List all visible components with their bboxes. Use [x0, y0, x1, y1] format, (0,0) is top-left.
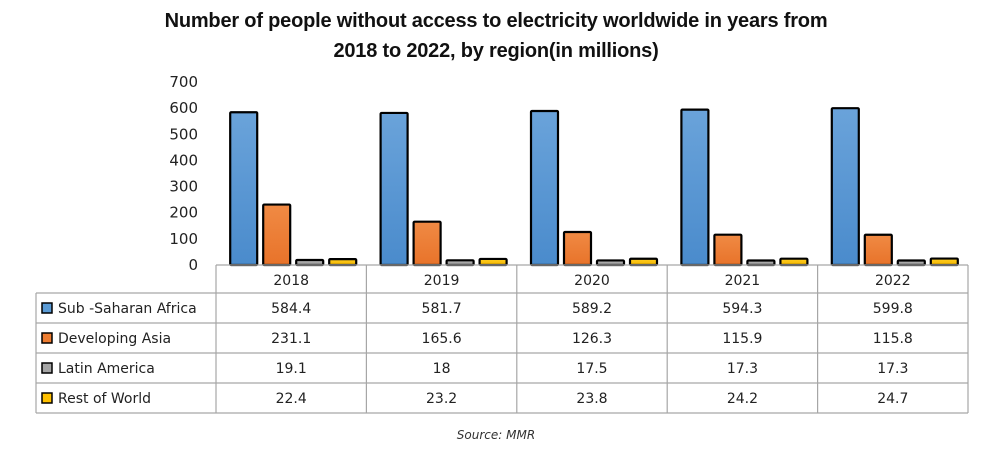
- data-label: 126.3: [572, 331, 612, 347]
- legend-swatch: [41, 302, 53, 314]
- data-label: 24.2: [727, 391, 758, 407]
- chart-title-line-2: 2018 to 2022, by region(in millions): [333, 40, 659, 62]
- category-label: 2022: [875, 273, 911, 289]
- category-label: 2020: [574, 273, 610, 289]
- data-label: 22.4: [276, 391, 307, 407]
- bar-rest-of-world-2018: [328, 258, 358, 267]
- y-tick-label: 0: [188, 256, 198, 274]
- category-label: 2021: [725, 273, 761, 289]
- legend-label: Latin America: [58, 361, 155, 377]
- bar-sub-saharan-africa-2022: [830, 107, 860, 267]
- bar-sub-saharan-africa-2018: [229, 111, 259, 267]
- bar-latin-america-2021: [746, 259, 776, 267]
- data-label: 17.3: [877, 361, 908, 377]
- data-label: 115.9: [722, 331, 762, 347]
- y-tick-label: 100: [169, 230, 198, 248]
- data-label: 589.2: [572, 301, 612, 317]
- y-tick-label: 500: [169, 125, 198, 143]
- legend-swatch: [41, 362, 53, 374]
- y-tick-label: 400: [169, 151, 198, 169]
- data-label: 23.8: [576, 391, 607, 407]
- bar-latin-america-2019: [445, 259, 475, 267]
- bar-sub-saharan-africa-2021: [680, 108, 710, 267]
- legend-swatch: [41, 332, 53, 344]
- bar-developing-asia-2019: [412, 220, 442, 267]
- data-label: 18: [433, 361, 451, 377]
- legend-label: Sub -Saharan Africa: [58, 301, 197, 317]
- category-label: 2019: [424, 273, 460, 289]
- bar-rest-of-world-2022: [929, 257, 959, 267]
- source-note: Source: MMR: [456, 428, 536, 442]
- data-label: 594.3: [722, 301, 762, 317]
- data-table: 2018 2019 2020 2021 2022 Sub -Saharan Africa 5…: [35, 264, 969, 414]
- data-label: 231.1: [271, 331, 311, 347]
- legend-swatch: [41, 392, 53, 404]
- bar-sub-saharan-africa-2020: [529, 109, 560, 267]
- bar-sub-saharan-africa-2019: [379, 111, 409, 267]
- bar-latin-america-2020: [595, 259, 626, 267]
- bar-developing-asia-2020: [562, 230, 593, 267]
- data-label: 165.6: [422, 331, 462, 347]
- data-label: 24.7: [877, 391, 908, 407]
- data-label: 17.5: [576, 361, 607, 377]
- data-label: 581.7: [422, 301, 462, 317]
- bar-developing-asia-2018: [262, 203, 292, 267]
- data-label: 17.3: [727, 361, 758, 377]
- legend-label: Rest of World: [58, 391, 151, 407]
- bar-latin-america-2022: [896, 259, 926, 267]
- y-tick-label: 700: [169, 73, 198, 91]
- chart-title: Number of people without access to elect…: [0, 6, 992, 66]
- data-label: 23.2: [426, 391, 457, 407]
- y-axis-ticks: 0 100 200 300 400 500 600 700: [169, 73, 198, 274]
- data-label: 584.4: [271, 301, 311, 317]
- bar-rest-of-world-2021: [779, 257, 809, 267]
- y-tick-label: 600: [169, 99, 198, 117]
- y-tick-label: 200: [169, 204, 198, 222]
- legend-label: Developing Asia: [58, 331, 171, 347]
- data-label: 115.8: [873, 331, 913, 347]
- bars: [229, 107, 959, 267]
- bar-rest-of-world-2020: [628, 257, 659, 267]
- chart-title-line-1: Number of people without access to elect…: [164, 10, 828, 32]
- bar-latin-america-2018: [295, 258, 325, 267]
- bar-rest-of-world-2019: [478, 257, 508, 267]
- y-tick-label: 300: [169, 178, 198, 196]
- category-label: 2018: [273, 273, 309, 289]
- bar-developing-asia-2021: [713, 233, 743, 267]
- data-label: 19.1: [276, 361, 307, 377]
- bar-developing-asia-2022: [863, 233, 893, 267]
- data-label: 599.8: [873, 301, 913, 317]
